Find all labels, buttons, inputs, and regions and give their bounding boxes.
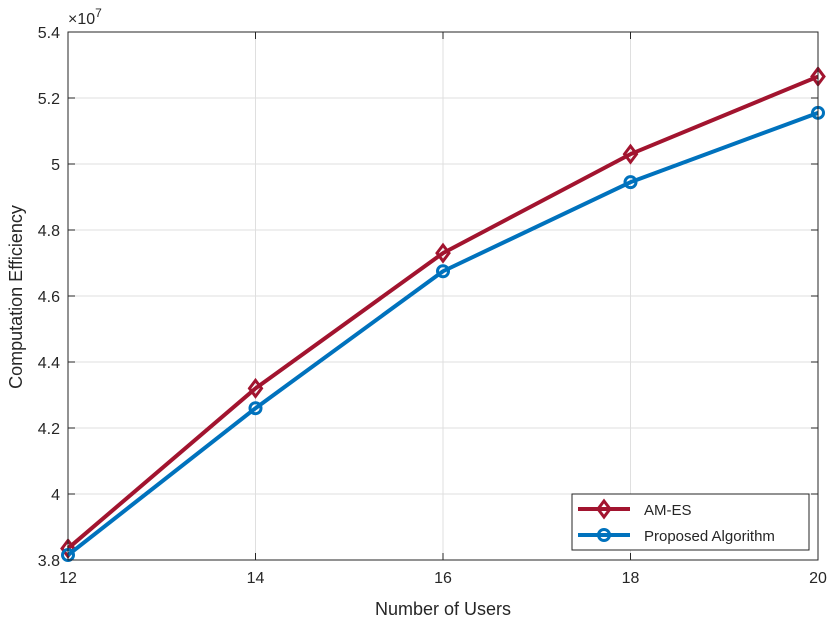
x-tick-label: 14 bbox=[247, 570, 265, 587]
series-line bbox=[66, 110, 819, 557]
legend: AM-ES Proposed Algorithm bbox=[571, 493, 810, 551]
y-tick-label: 4.4 bbox=[38, 355, 60, 372]
x-tick-label: 20 bbox=[809, 570, 827, 587]
y-tick-label: 4.6 bbox=[38, 289, 60, 306]
y-exponent-power: 7 bbox=[95, 6, 102, 20]
x-axis-label: Number of Users bbox=[375, 599, 511, 619]
x-tick-label: 12 bbox=[59, 570, 77, 587]
x-tick-label: 16 bbox=[434, 570, 452, 587]
y-tick-label: 5.4 bbox=[38, 25, 60, 42]
data-point-circle bbox=[623, 175, 638, 190]
data-point-circle bbox=[248, 401, 263, 416]
legend-item: Proposed Algorithm bbox=[578, 528, 775, 545]
y-tick-label: 3.8 bbox=[38, 553, 60, 570]
legend-marker-diamond bbox=[596, 498, 612, 520]
legend-item: AM-ES bbox=[578, 498, 692, 520]
y-tick-label: 4.8 bbox=[38, 223, 60, 240]
y-exponent-label: ×107 bbox=[68, 6, 102, 28]
data-point-diamond bbox=[622, 143, 639, 165]
y-axis-label: Computation Efficiency bbox=[6, 205, 26, 389]
axis-ticks bbox=[67, 31, 819, 561]
legend-label: AM-ES bbox=[644, 502, 692, 519]
x-tick-label: 18 bbox=[622, 570, 640, 587]
y-tick-label: 5.2 bbox=[38, 91, 60, 108]
series-layer bbox=[60, 66, 826, 563]
y-tick-label: 4 bbox=[51, 487, 60, 504]
series-line bbox=[66, 74, 819, 550]
y-exponent-base: ×10 bbox=[68, 11, 95, 28]
data-point-circle bbox=[436, 264, 450, 279]
y-tick-label: 5 bbox=[51, 157, 60, 174]
data-point-diamond bbox=[247, 377, 264, 399]
data-point-diamond bbox=[435, 242, 451, 264]
y-tick-label: 4.2 bbox=[38, 421, 60, 438]
series-am-es bbox=[60, 66, 826, 559]
legend-marker-circle bbox=[597, 528, 611, 542]
legend-box bbox=[571, 493, 810, 551]
axis-tick-labels: 12 14 16 18 20 3.8 4 4.2 4.4 4.6 4.8 5 5.2 5.4 bbox=[38, 25, 827, 587]
legend-label: Proposed Algorithm bbox=[644, 528, 775, 545]
